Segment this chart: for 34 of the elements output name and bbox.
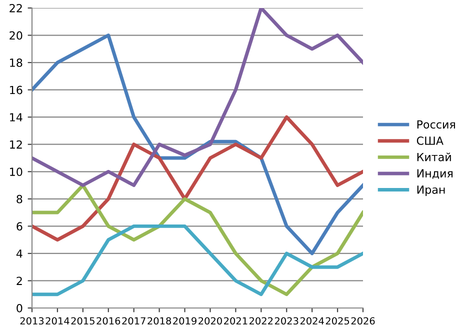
x-tick-label: 2020 [198, 317, 222, 325]
x-tick-label: 2014 [46, 317, 70, 325]
y-tick-label: 10 [10, 168, 22, 176]
y-tick-label: 16 [10, 86, 22, 94]
y-tick-label: 8 [16, 194, 22, 204]
x-tick-label: 2023 [274, 317, 298, 325]
y-tick-label: 14 [10, 113, 22, 122]
x-tick-label: 2018 [148, 317, 172, 325]
x-tick-label: 2024 [300, 317, 324, 325]
y-tick-label: 22 [10, 4, 22, 12]
y-tick-label: 0 [16, 304, 22, 312]
line-series [32, 115, 363, 242]
legend-label: Индия [417, 169, 453, 179]
line-series [32, 224, 363, 296]
legend-label: Китай [417, 152, 451, 162]
x-tick-label: 2013 [20, 317, 44, 325]
x-tick-label: 2019 [173, 317, 196, 325]
y-tick-label: 2 [16, 276, 22, 285]
y-tick-label: 6 [16, 222, 22, 231]
x-tick-label: 2017 [122, 317, 146, 325]
x-tick-label: 2021 [224, 317, 248, 325]
line-series [32, 184, 363, 296]
y-tick-label: 20 [10, 31, 22, 40]
y-tick-label: 4 [16, 250, 22, 258]
x-tick-label: 2022 [249, 317, 273, 325]
y-tick-label: 18 [10, 58, 22, 67]
legend-label: Иран [417, 186, 445, 196]
legend-label: США [416, 136, 444, 145]
y-tick-label: 12 [10, 140, 22, 149]
x-tick-label: 2026 [351, 317, 375, 325]
x-tick-label: 2025 [326, 317, 350, 325]
legend-label: Россия [417, 120, 455, 129]
x-tick-label: 2016 [96, 317, 120, 325]
x-tick-label: 2015 [71, 317, 94, 325]
